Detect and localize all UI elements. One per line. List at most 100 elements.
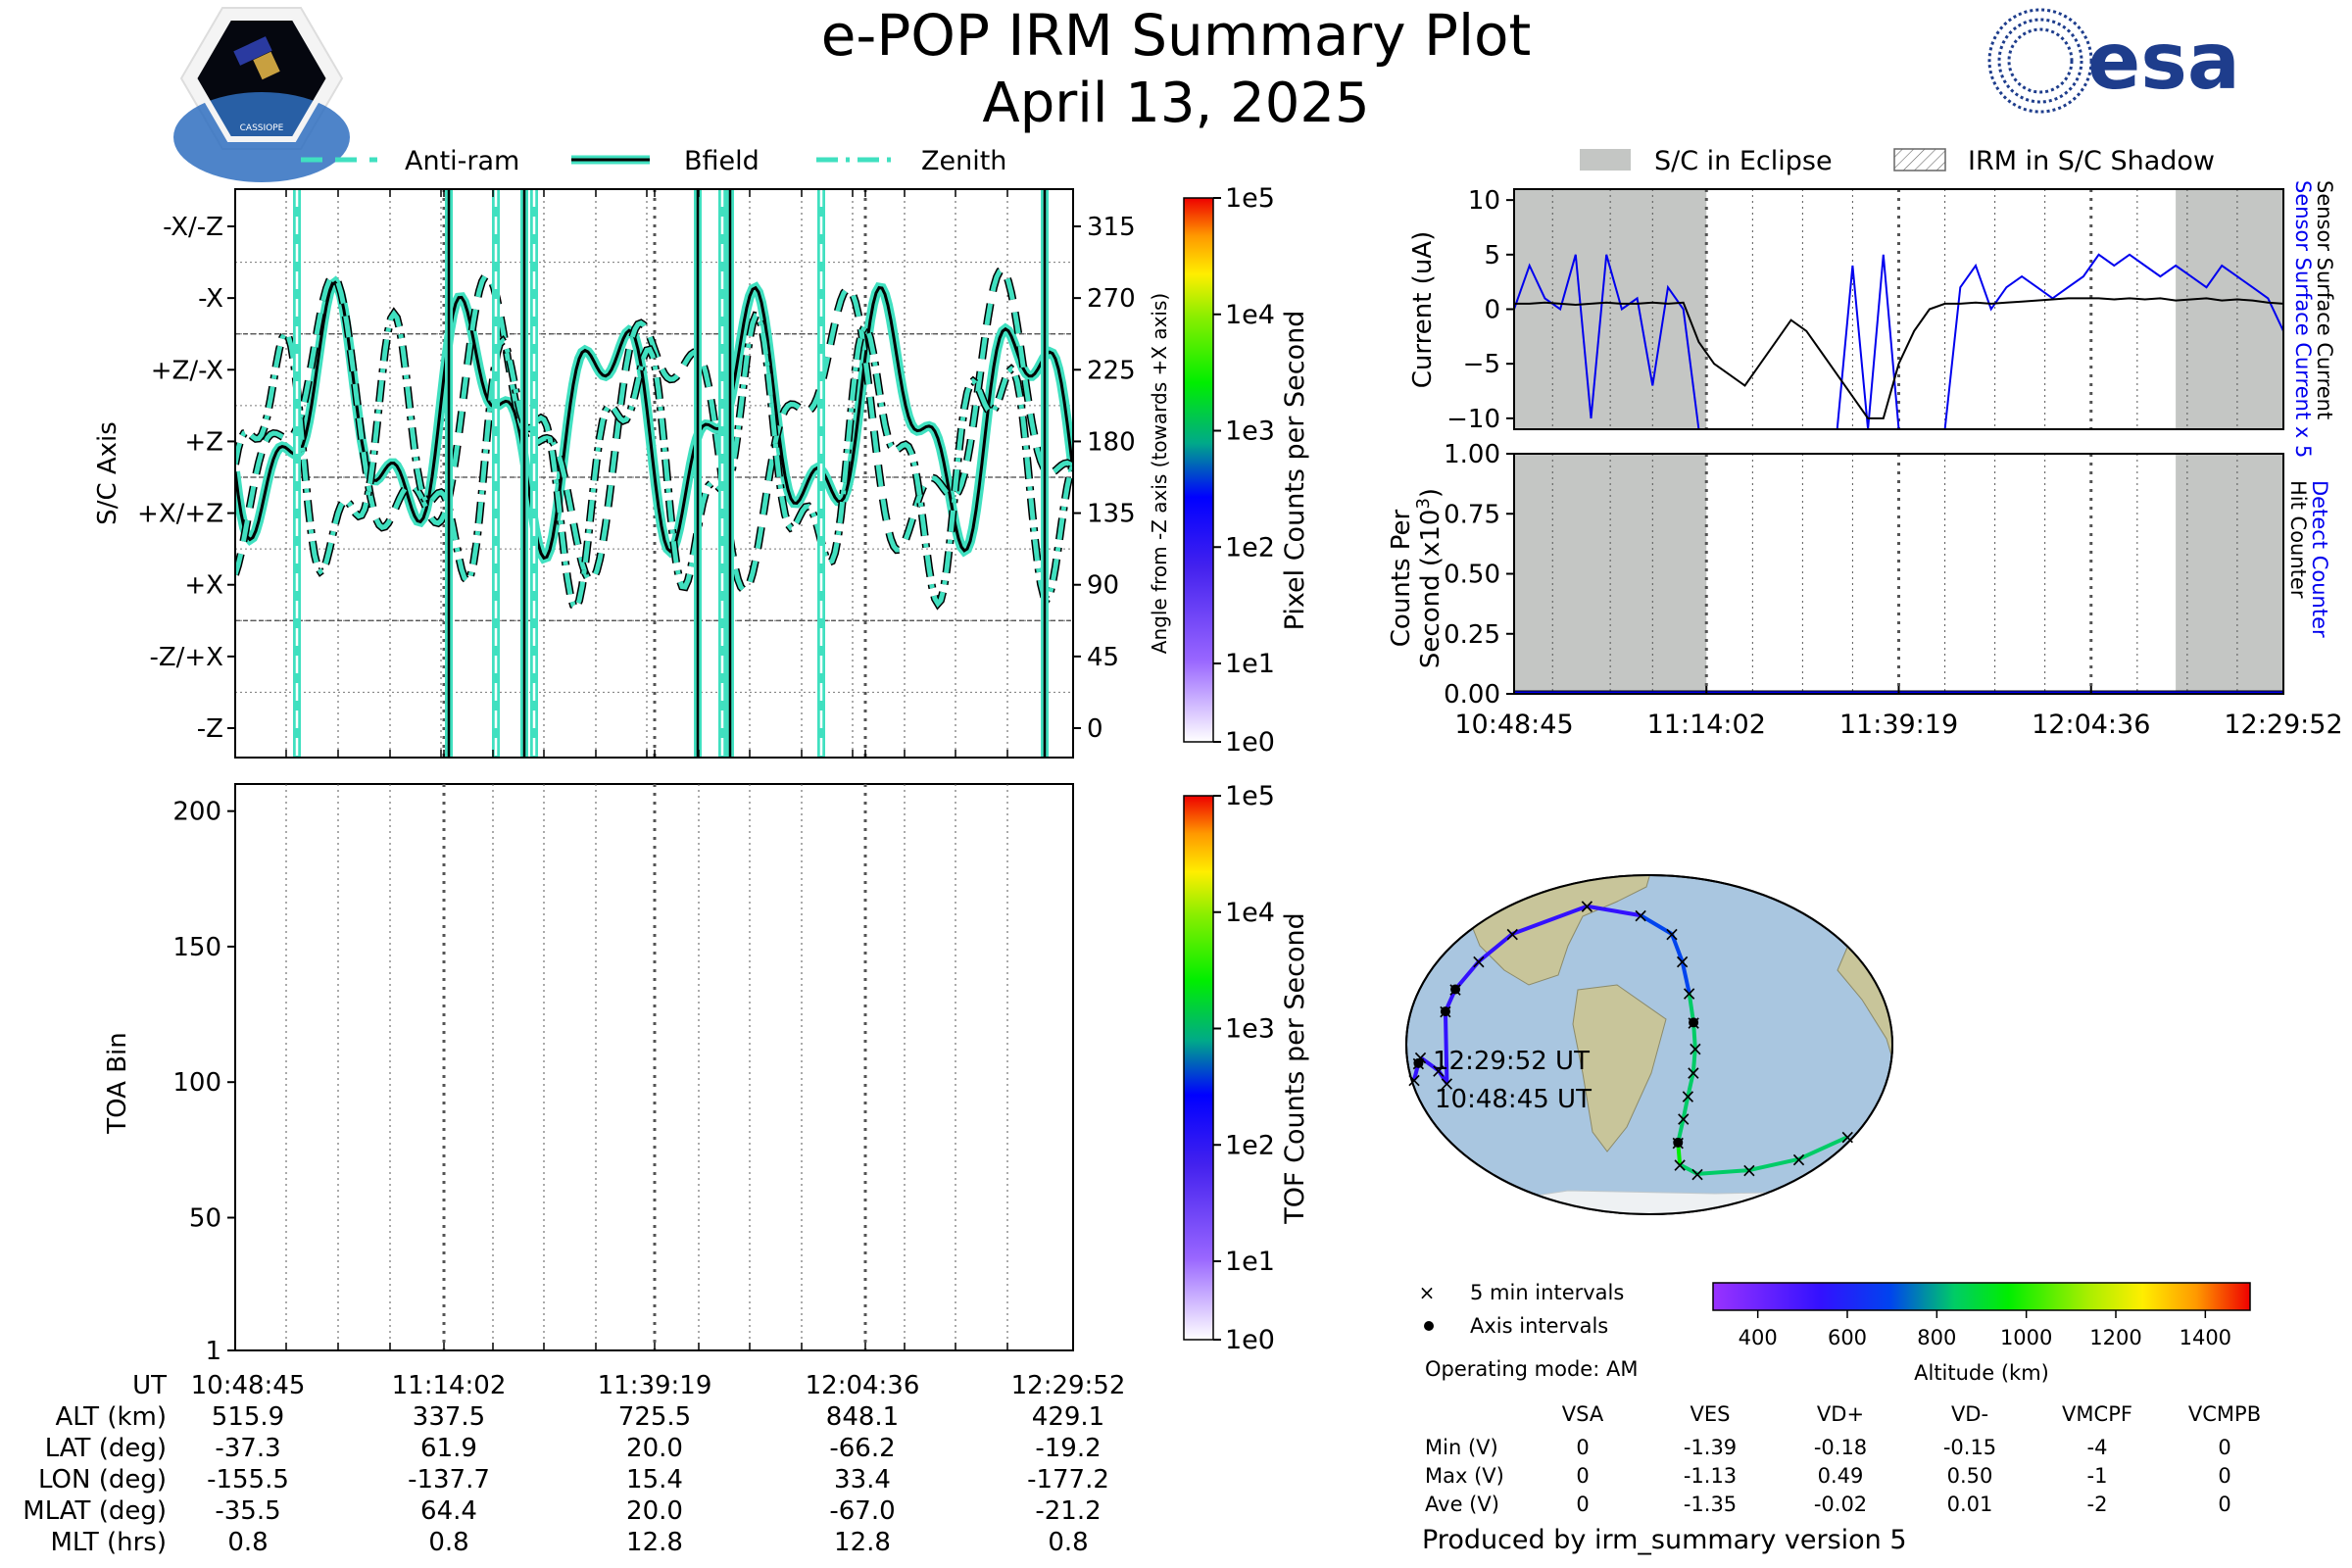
orbit-track-segment	[1511, 904, 1589, 936]
altitude-tick: 1400	[2180, 1326, 2231, 1349]
voltage-cell: -1.13	[1684, 1464, 1737, 1488]
toa-ytick: 150	[172, 933, 221, 962]
pixel-colorbar-label: Pixel Counts per Second	[1280, 311, 1310, 631]
legend-eclipse: S/C in Eclipse	[1654, 146, 1833, 176]
legend-x-marker: ×	[1419, 1281, 1436, 1304]
attitude-right-tick: 45	[1087, 643, 1119, 672]
orbit-5min-marker: ×	[1681, 981, 1697, 1004]
ephemeris-cell: 848.1	[826, 1402, 899, 1432]
current-ytick: 10	[1468, 186, 1500, 216]
voltage-row-label: Ave (V)	[1425, 1493, 1499, 1516]
altitude-tick: 600	[1828, 1326, 1867, 1349]
voltage-cell: -0.18	[1814, 1436, 1867, 1459]
orbit-5min-marker: ×	[1680, 1085, 1696, 1108]
ephemeris-cell: 0.8	[428, 1528, 468, 1557]
ephemeris-cell: -177.2	[1027, 1465, 1109, 1494]
orbit-track-segment	[1640, 913, 1673, 936]
orbit-5min-marker: ×	[1740, 1158, 1757, 1182]
orbit-5min-marker: ×	[1504, 922, 1521, 946]
orbit-5min-marker: ×	[1687, 1037, 1703, 1060]
ephemeris-cell: 12.8	[626, 1528, 683, 1557]
attitude-left-tick: +Z/-X	[151, 356, 223, 385]
counts-ytick: 0.25	[1444, 620, 1500, 650]
counts-ylabel-line1: Counts Per	[1387, 509, 1416, 647]
ephemeris-cell: -21.2	[1035, 1496, 1101, 1526]
attitude-legend: Anti-ram Bfield Zenith	[301, 146, 1006, 176]
orbit-5min-marker: ×	[1839, 1125, 1856, 1149]
ephemeris-cell: -37.3	[215, 1434, 280, 1463]
orbit-5min-marker: ×	[1633, 904, 1649, 927]
attitude-right-tick: 180	[1087, 427, 1136, 457]
orbit-track-segment	[1670, 933, 1685, 962]
voltage-cell: -1.39	[1684, 1436, 1737, 1459]
voltage-header: VCMPB	[2188, 1402, 2261, 1426]
page-date: April 13, 2025	[982, 72, 1369, 135]
voltage-header: VMCPF	[2062, 1402, 2132, 1426]
orbit-track-segment	[1680, 960, 1691, 994]
orbit-5min-marker: ×	[1675, 1106, 1691, 1130]
australia-shape	[2073, 1054, 2156, 1117]
ephemeris-cell: -67.0	[829, 1496, 895, 1526]
eclipse-region	[2176, 189, 2283, 429]
counts-xtick: 10:48:45	[1454, 710, 1573, 740]
attitude-left-tick: -X	[198, 284, 223, 314]
colorbar-tick-label: 1e5	[1225, 781, 1275, 811]
footer-text: Produced by irm_summary version 5	[1422, 1525, 1907, 1555]
counts-ytick: 0.00	[1444, 680, 1500, 710]
orbit-5min-marker: ×	[1406, 1068, 1423, 1092]
orbit-track-segment	[1681, 1096, 1690, 1119]
orbit-track-segment	[1687, 992, 1696, 1023]
attitude-ylabel: S/C Axis	[93, 421, 122, 525]
current-ytick: −10	[1446, 405, 1500, 434]
colorbar-tick-label: 1e0	[1225, 1325, 1275, 1355]
ephemeris-cell: 0.8	[1048, 1528, 1088, 1557]
altitude-tick: 1200	[2089, 1326, 2141, 1349]
row-label-alt: ALT (km)	[55, 1402, 167, 1432]
voltage-cell: 0	[2218, 1464, 2230, 1488]
ephemeris-cell: 429.1	[1032, 1402, 1104, 1432]
voltage-cell: 0	[1576, 1464, 1589, 1488]
toa-ytick: 100	[172, 1068, 221, 1098]
current-ytick: −5	[1463, 350, 1500, 379]
map-end-label: 12:29:52 UT	[1433, 1047, 1590, 1076]
orbit-track-segment	[1696, 1168, 1750, 1176]
colorbar-tick-label: 1e3	[1225, 416, 1275, 447]
orbit-track-segment	[1679, 1162, 1698, 1176]
voltage-cell: 0.49	[1818, 1464, 1864, 1488]
eclipse-region	[2176, 454, 2283, 694]
map-start-label: 10:48:45 UT	[1435, 1085, 1592, 1114]
counts-xtick: 12:04:36	[2032, 710, 2150, 740]
counts-right-label-blue: Detect Counter	[2308, 480, 2331, 638]
voltage-cell: 0	[2218, 1436, 2230, 1459]
orbit-5min-marker: ×	[1674, 950, 1690, 973]
ephemeris-cell: -155.5	[207, 1465, 289, 1494]
voltage-cell: 0	[2218, 1493, 2230, 1516]
attitude-panel: -X/-Z -X +Z/-X +Z +X/+Z +X -Z/+X -Z 315 270 225 180…	[93, 188, 1171, 759]
esa-logo-text: esa	[2087, 16, 2240, 107]
ephemeris-cell: 11:14:02	[392, 1371, 507, 1400]
greenland-shape	[1710, 808, 1793, 858]
attitude-left-tick: -Z/+X	[149, 643, 223, 672]
ephemeris-cell: 20.0	[626, 1496, 683, 1526]
attitude-left-tick: -X/-Z	[163, 213, 223, 242]
legend-anti-ram: Anti-ram	[405, 146, 519, 176]
orbit-axis-marker	[1413, 1057, 1424, 1068]
ephemeris-cell: -137.7	[408, 1465, 490, 1494]
voltage-row-label: Min (V)	[1425, 1436, 1498, 1459]
orbit-5min-marker: ×	[1470, 950, 1487, 973]
counts-right-label-black: Hit Counter	[2286, 480, 2310, 599]
voltage-header: VD+	[1817, 1402, 1864, 1426]
ephemeris-cell: 33.4	[834, 1465, 891, 1494]
ephemeris-cell: 0.8	[227, 1528, 268, 1557]
ephemeris-cell: 61.9	[420, 1434, 477, 1463]
current-right-label-black: Sensor Surface Current	[2313, 180, 2336, 419]
voltage-header: VES	[1690, 1402, 1731, 1426]
colorbar-tick-label: 1e2	[1225, 532, 1275, 563]
ephemeris-cell: 725.5	[618, 1402, 691, 1432]
orbit-track-segment	[1686, 1071, 1695, 1098]
legend-5min: 5 min intervals	[1470, 1281, 1624, 1304]
eurasia-shape	[1856, 875, 1892, 981]
orbit-track-segment	[1477, 932, 1514, 963]
ephemeris-cell: 515.9	[212, 1402, 284, 1432]
